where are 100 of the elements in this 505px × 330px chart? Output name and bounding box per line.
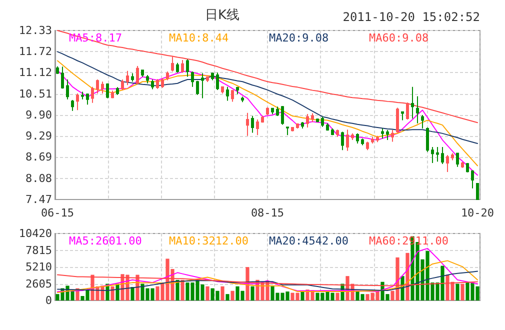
candlestick — [101, 81, 104, 94]
candlestick — [336, 129, 339, 138]
text: MA60:9.08 — [369, 32, 429, 44]
line-series — [57, 70, 478, 176]
candlestick — [76, 92, 79, 111]
candlestick — [116, 86, 119, 96]
candlestick — [171, 56, 174, 72]
candlestick — [311, 112, 314, 122]
candlestick — [146, 74, 149, 84]
y-tick-label: 7.47 — [26, 193, 52, 206]
line-series — [57, 30, 478, 124]
candlestick — [356, 132, 359, 144]
candlestick — [176, 62, 179, 74]
candlestick — [251, 116, 254, 134]
line-series — [57, 260, 478, 294]
line-series — [57, 274, 478, 286]
candlestick — [166, 71, 169, 81]
candlestick — [431, 146, 434, 164]
text: MA10:3212.00 — [169, 234, 248, 248]
line-series — [57, 248, 478, 292]
candlestick — [361, 138, 364, 146]
bar — [460, 284, 464, 300]
candlestick — [71, 100, 74, 112]
y-tick-label: 8.08 — [26, 172, 52, 185]
candlestick — [201, 72, 204, 99]
bar — [456, 284, 460, 300]
bar — [336, 292, 340, 300]
candlestick — [126, 70, 129, 86]
candlestick — [296, 122, 299, 130]
candlestick — [406, 102, 409, 120]
candlestick — [106, 82, 109, 99]
candlestick — [151, 79, 154, 90]
text: 2011-10-20 15:02:52 — [342, 10, 480, 24]
candlestick — [161, 78, 164, 88]
bar — [206, 286, 210, 300]
candlestick — [81, 91, 84, 100]
bar — [230, 290, 234, 300]
candlestick — [461, 161, 464, 168]
candlestick — [381, 128, 384, 140]
candlestick — [156, 78, 159, 90]
y-tick-label: 10420 — [18, 227, 52, 240]
bar — [130, 286, 134, 300]
y-tick-label: 10.51 — [18, 87, 52, 100]
candlestick — [446, 154, 449, 173]
bar — [110, 286, 114, 300]
candlestick — [181, 60, 184, 74]
candlestick — [421, 114, 424, 130]
y-tick-label: 8.69 — [26, 150, 52, 164]
candlestick — [141, 69, 144, 78]
text: MA10:8.44 — [169, 32, 229, 44]
candlestick — [371, 136, 374, 144]
line-series — [57, 60, 478, 166]
y-tick-label: 12.33 — [18, 24, 52, 37]
candlestick — [376, 135, 379, 143]
candlestick — [316, 118, 319, 122]
candlestick — [346, 129, 349, 152]
text: MA20:9.08 — [269, 32, 329, 44]
bar — [250, 286, 254, 300]
candlestick — [386, 129, 389, 141]
y-tick-label: 5210 — [26, 260, 52, 274]
candlestick — [441, 146, 444, 165]
candlestick — [266, 106, 269, 116]
y-tick-label: 11.12 — [18, 66, 52, 80]
text: MA20:4542.00 — [269, 234, 348, 248]
bar — [226, 294, 230, 300]
candlestick — [206, 76, 209, 82]
candlestick — [236, 86, 239, 95]
candlestick — [196, 80, 199, 96]
candlestick — [436, 146, 439, 162]
y-tick-label: 0 — [45, 294, 52, 307]
candlestick — [471, 170, 474, 189]
candlestick — [426, 127, 429, 152]
bar — [300, 290, 304, 300]
candlestick — [231, 89, 234, 102]
candlestick — [226, 86, 229, 102]
y-tick-label: 9.29 — [26, 130, 52, 143]
bar — [246, 267, 250, 300]
candlestick — [91, 86, 94, 104]
candlestick — [111, 90, 114, 99]
candlestick — [456, 152, 459, 168]
candlestick — [281, 105, 284, 126]
candlestick — [396, 107, 399, 134]
x-tick-label: 10-20 — [460, 206, 494, 220]
candlestick — [391, 129, 394, 142]
candlestick — [301, 121, 304, 130]
y-tick-label: 9.90 — [26, 108, 52, 122]
x-tick-label: 08-15 — [250, 206, 284, 220]
candlestick — [96, 79, 99, 94]
candlestick — [286, 126, 289, 136]
candlestick — [261, 116, 264, 124]
candlestick — [451, 152, 454, 161]
candlestick — [411, 86, 414, 119]
x-tick-label: 06-15 — [40, 206, 74, 220]
candlestick — [351, 132, 354, 141]
candlestick — [271, 108, 274, 115]
chart-title: 日K线 — [205, 8, 240, 23]
y-tick-label: 7815 — [26, 244, 52, 257]
candlestick — [86, 92, 89, 106]
bar — [220, 286, 224, 300]
candlestick — [136, 65, 139, 85]
